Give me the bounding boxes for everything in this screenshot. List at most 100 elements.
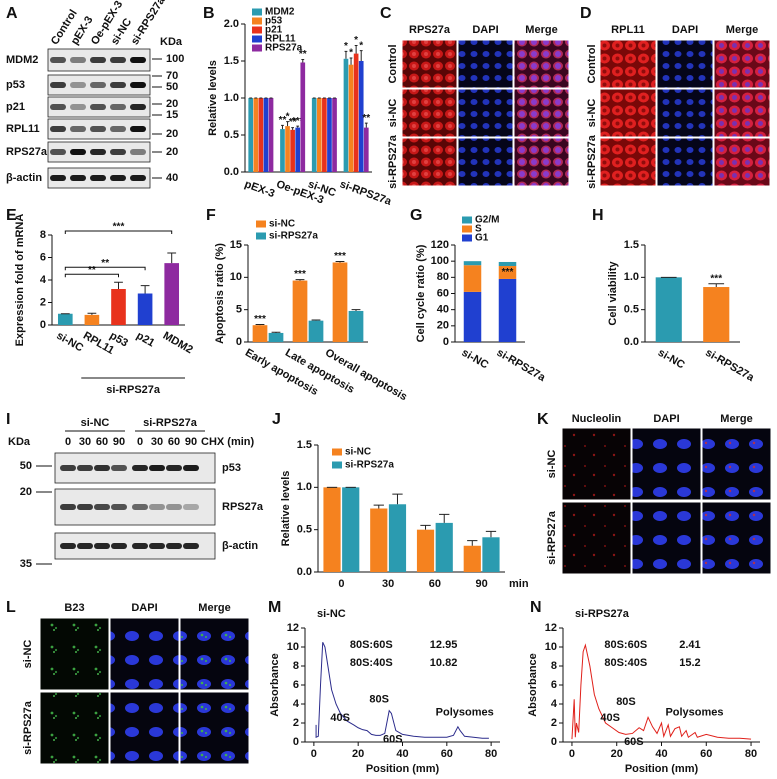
- x-tick-label: 80: [485, 748, 497, 760]
- y-tick-label: 10: [545, 641, 557, 653]
- row-label: p53: [6, 79, 25, 91]
- legend-swatch: [332, 461, 342, 469]
- band: [90, 175, 106, 181]
- annotation: 80S:40S: [604, 657, 647, 669]
- band: [183, 465, 199, 471]
- marker-label: 20: [20, 486, 32, 498]
- y-tick-label: 12: [545, 622, 557, 634]
- bar: [416, 529, 435, 572]
- micrograph: [701, 501, 772, 575]
- bar: [342, 487, 360, 572]
- error-bar: [439, 513, 450, 523]
- band: [50, 82, 66, 88]
- marker-label: 20: [166, 98, 178, 110]
- line: [315, 642, 489, 739]
- legend-label: MDM2: [265, 7, 295, 18]
- x-tick-label: 40: [396, 748, 408, 760]
- bar: [482, 537, 500, 572]
- legend-label: si-RPS27a: [345, 460, 394, 471]
- band: [132, 543, 148, 549]
- bar-segment: [498, 261, 517, 267]
- column-label: DAPI: [653, 413, 679, 425]
- panel-label: B: [203, 5, 215, 22]
- x-tick-label: Early apoptosis: [243, 347, 320, 398]
- bar: [252, 325, 268, 342]
- legend-swatch: [252, 26, 262, 34]
- legend-label: p53: [265, 16, 283, 27]
- legend-label: si-RPS27a: [269, 231, 318, 242]
- band: [50, 175, 66, 181]
- band: [50, 104, 66, 110]
- error-bar: [351, 309, 361, 311]
- row-label: si-NC: [387, 99, 399, 128]
- y-tick-label: 8: [40, 229, 46, 241]
- legend-swatch: [256, 232, 266, 240]
- panel-label: D: [580, 5, 592, 22]
- band: [60, 543, 76, 549]
- marker-label: 35: [20, 558, 32, 570]
- micrograph: [713, 137, 771, 187]
- legend-swatch: [252, 8, 262, 16]
- panel-label: E: [6, 207, 17, 224]
- micrograph: [39, 691, 110, 765]
- significance: **: [279, 115, 287, 126]
- bar: [311, 98, 317, 172]
- band: [50, 149, 66, 155]
- band: [70, 149, 86, 155]
- significance: **: [101, 258, 109, 269]
- annotation: 2.41: [679, 639, 700, 651]
- y-tick-label: 0: [293, 736, 299, 748]
- error-bar: [281, 124, 284, 130]
- y-tick-label: 1.0: [297, 481, 312, 493]
- legend-label: RPL11: [265, 34, 296, 45]
- micrograph: [713, 88, 771, 138]
- micrograph: [513, 137, 570, 187]
- bar: [316, 98, 322, 172]
- y-tick-label: 12: [287, 622, 299, 634]
- line: [571, 643, 752, 740]
- x-tick-label: MDM2: [161, 330, 195, 357]
- band: [111, 543, 127, 549]
- band: [70, 126, 86, 132]
- x-tick-label: 80: [745, 748, 757, 760]
- x-tick-label: si-RPS27a: [338, 178, 393, 208]
- significance-bracket: [64, 266, 146, 271]
- time-label: 90: [185, 436, 197, 448]
- time-label: 60: [168, 436, 180, 448]
- band: [110, 104, 126, 110]
- bar: [84, 314, 100, 325]
- bar: [268, 332, 284, 342]
- marker-label: 20: [166, 128, 178, 140]
- error-bar: [140, 285, 150, 294]
- significance: **: [362, 113, 370, 124]
- marker-label: 50: [20, 460, 32, 472]
- column-label: RPL11: [611, 24, 645, 36]
- micrograph: [109, 617, 180, 691]
- marker-label: 20: [166, 146, 178, 158]
- y-tick-label: 1.5: [624, 239, 639, 251]
- micrograph: [179, 617, 250, 691]
- x-tick-label: Late apoptosis: [283, 347, 356, 396]
- band: [77, 543, 93, 549]
- x-tick-label: 40: [655, 748, 667, 760]
- row-label: β-actin: [6, 172, 42, 184]
- x-tick-label: 60: [700, 748, 712, 760]
- y-tick-label: 1.5: [224, 55, 239, 67]
- y-tick-label: 6: [293, 679, 299, 691]
- panel-label: G: [410, 207, 422, 224]
- band: [70, 175, 86, 181]
- y-tick-label: 2: [293, 717, 299, 729]
- bar: [268, 98, 274, 172]
- bar: [258, 98, 264, 172]
- y-tick-label: 1.5: [297, 439, 312, 451]
- time-label: 0: [137, 436, 143, 448]
- row-label: RPS27a: [6, 146, 48, 158]
- significance: ***: [710, 273, 722, 284]
- error-bar: [295, 279, 305, 281]
- column-label: RPS27a: [409, 24, 451, 36]
- band: [94, 543, 110, 549]
- error-bar: [354, 44, 358, 54]
- band: [110, 175, 126, 181]
- significance: ***: [502, 267, 514, 278]
